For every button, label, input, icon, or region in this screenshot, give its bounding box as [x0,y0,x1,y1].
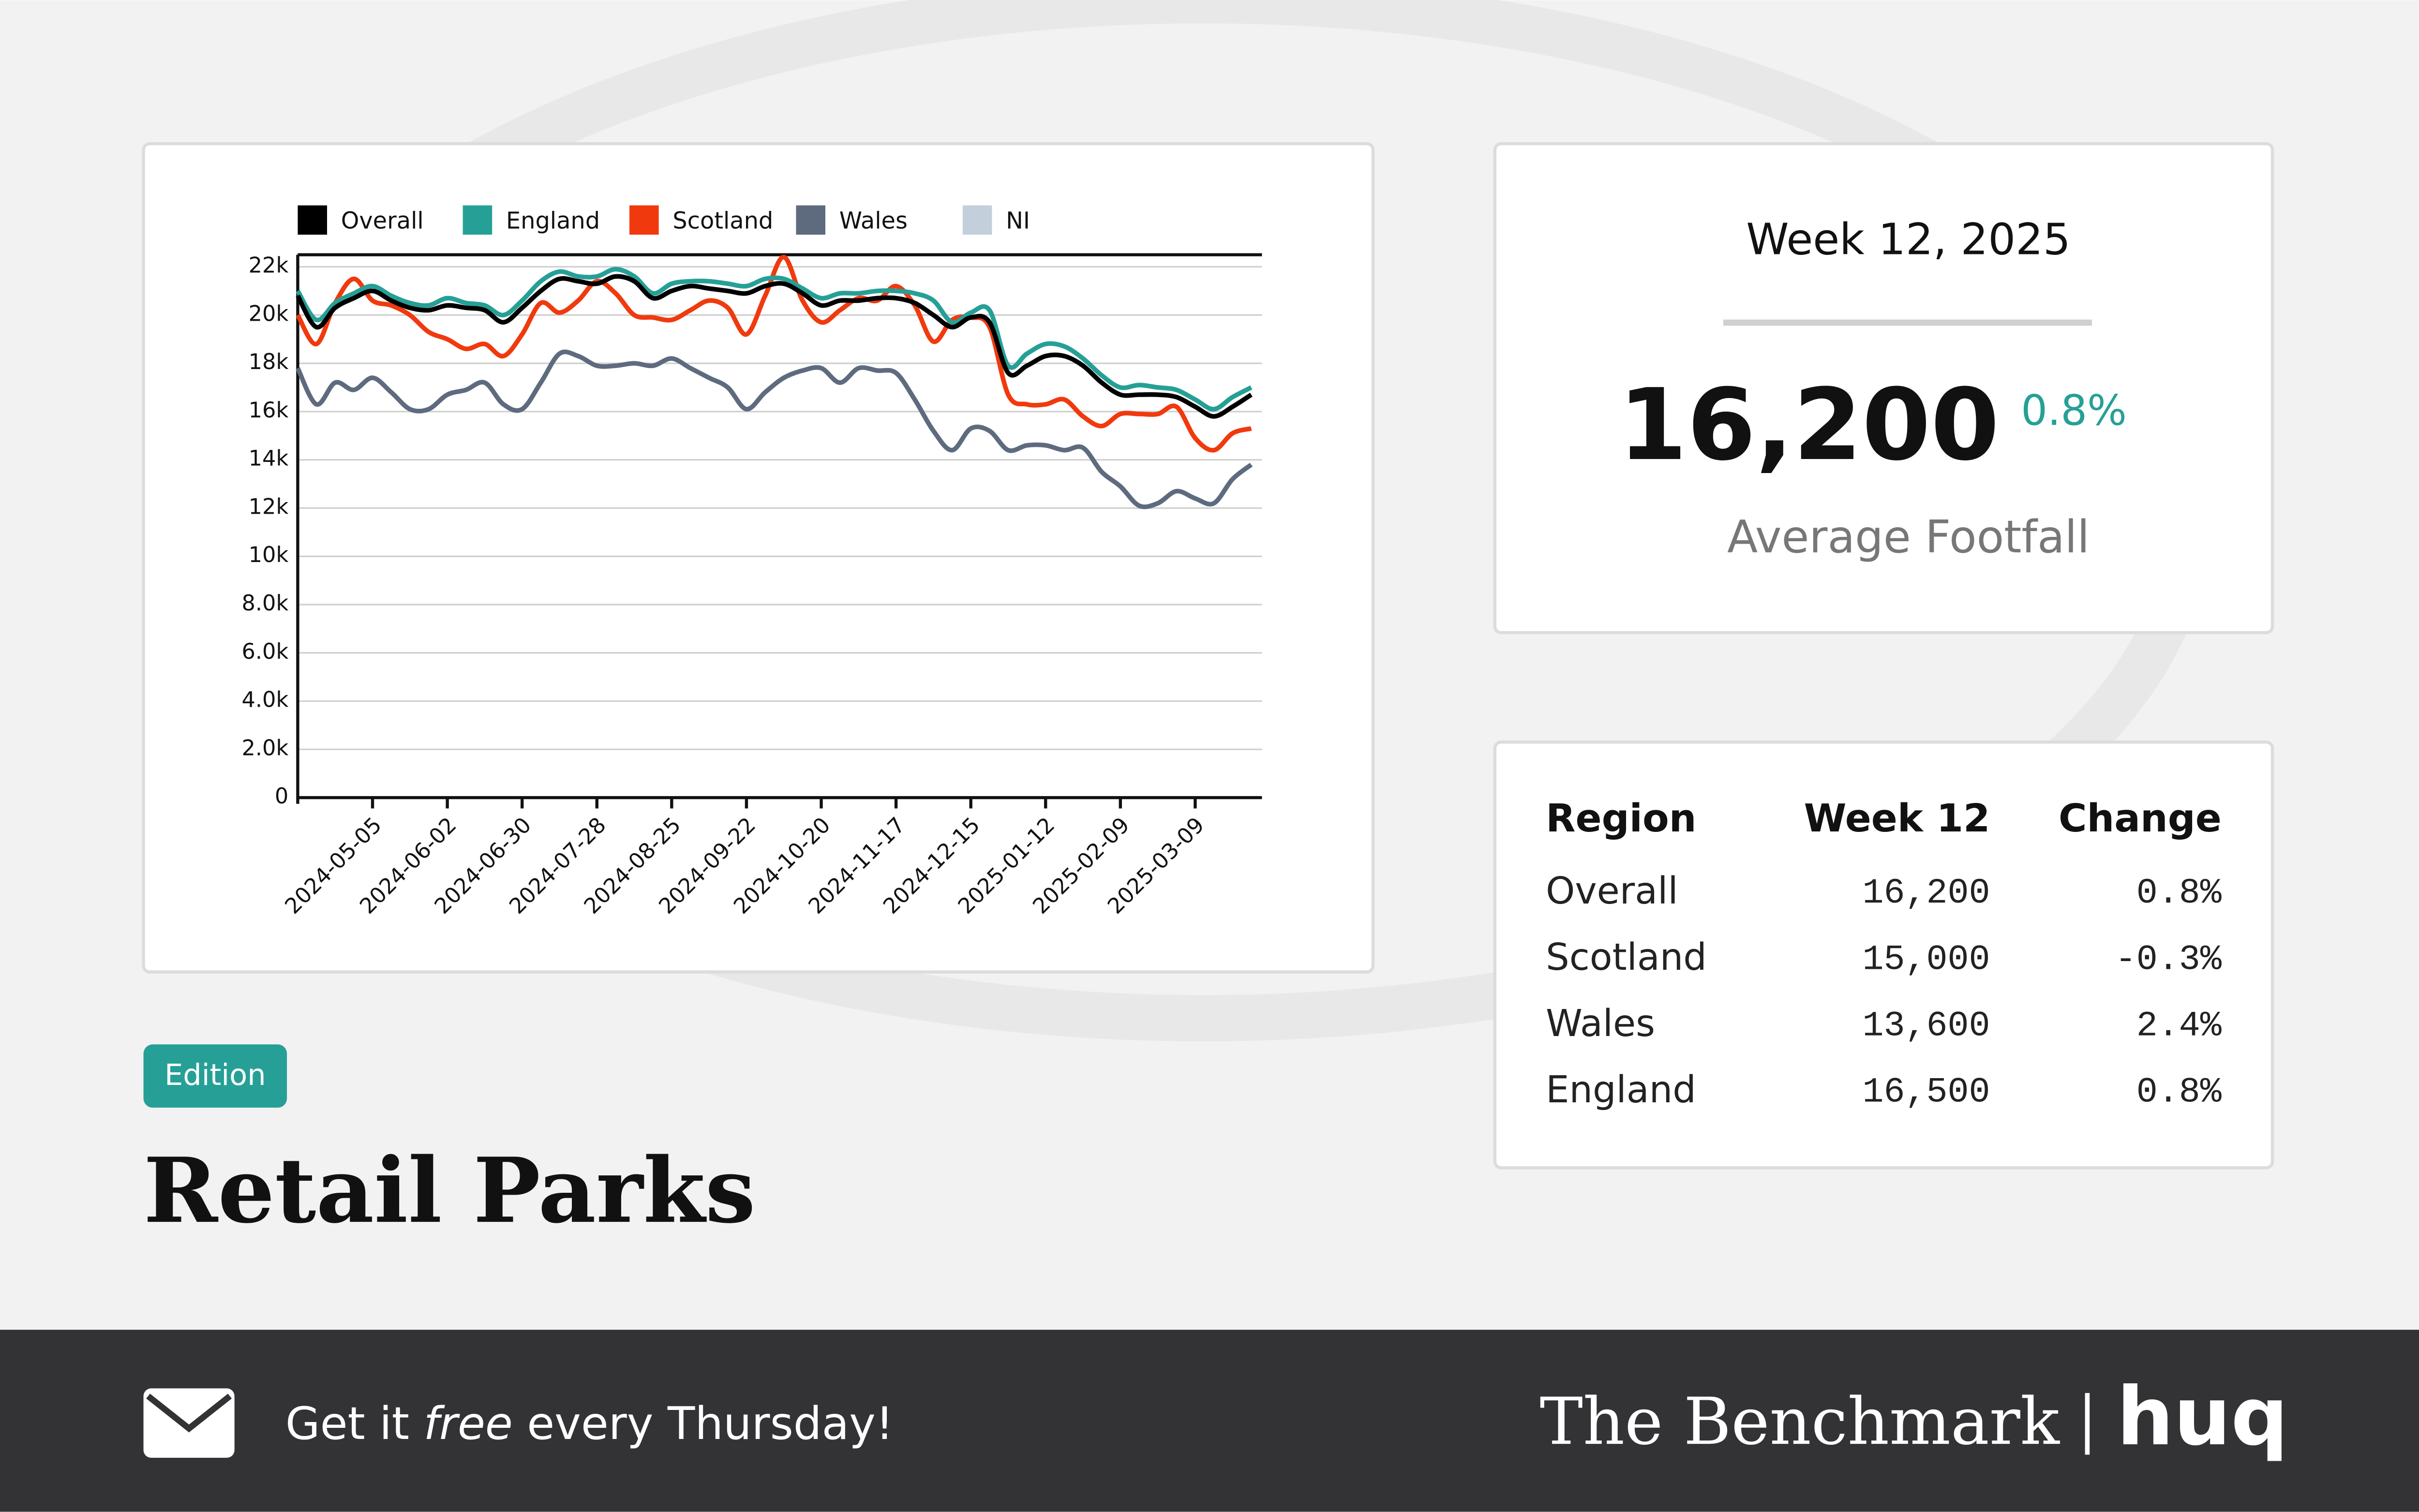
table-header: Region [1546,796,1696,841]
footer-text: Get it free every Thursday! [285,1398,894,1450]
table-cell: 13,600 [1862,1006,1990,1046]
card-title: Week 12, 2025 [1746,215,2070,265]
legend-label: England [506,208,600,235]
brand: The Benchmark [1540,1384,2061,1459]
y-tick-label: 12k [249,494,289,519]
y-tick-label: 16k [249,398,289,423]
week-card [1493,142,2274,635]
footer-text-b: every Thursday! [513,1398,894,1450]
mail-icon [143,1388,235,1458]
logo: huq [2117,1370,2288,1464]
series-line [296,267,1253,412]
table-cell: 15,000 [1862,940,1990,980]
table-cell: -0.3% [2115,940,2222,980]
table: Region Week 12 Change Overall 16,200 0.8% Scot… [1546,796,2222,1113]
footer [0,1330,2419,1512]
legend-label: NI [1006,208,1030,235]
legend-label: Scotland [672,208,773,235]
table-cell: England [1546,1068,1696,1112]
chart-card [142,142,1375,974]
footer-text-a: Get it [285,1398,424,1450]
badge [143,1044,287,1108]
y-tick-label: 10k [249,542,289,567]
table-card [1493,741,2274,1170]
badge-text: Edition [164,1058,266,1092]
y-tick-label: 20k [249,301,289,326]
table-cell: 0.8% [2136,1073,2222,1113]
card-label: Average Footfall [1727,511,2090,563]
y-tick-label: 0 [275,784,288,809]
series-line [296,254,1252,453]
table-cell: 16,200 [1862,874,1990,914]
series-line [296,274,1253,419]
card-change: 0.8% [2021,387,2127,435]
table-cell: Wales [1546,1002,1655,1045]
table-cell: 0.8% [2136,874,2222,914]
heading: Retail Parks [144,1138,756,1243]
legend-swatch [298,205,328,235]
y-tick-label: 4.0k [241,687,288,712]
footer-text-em: free [423,1398,512,1450]
y-tick-label: 8.0k [241,591,288,616]
card-value: 16,200 [1618,368,2000,483]
y-tick-label: 6.0k [241,639,288,664]
legend-swatch [629,205,659,235]
y-tick-label: 14k [249,446,289,471]
mail-flap [146,1393,232,1433]
table-cell: Scotland [1546,936,1707,979]
legend-swatch [463,205,493,235]
legend-swatch [962,205,992,235]
y-tick-label: 22k [249,253,289,278]
series-line [296,349,1253,509]
legend-label: Overall [341,208,424,235]
table-cell: 2.4% [2136,1006,2222,1046]
table-cell: Overall [1546,870,1678,913]
table-cell: 16,500 [1862,1073,1990,1113]
legend-swatch [796,205,825,235]
legend-label: Wales [839,208,908,235]
y-tick-label: 2.0k [241,735,288,760]
y-tick-label: 18k [249,349,289,374]
table-header: Week 12 [1804,796,1990,841]
table-header: Change [2059,796,2222,841]
